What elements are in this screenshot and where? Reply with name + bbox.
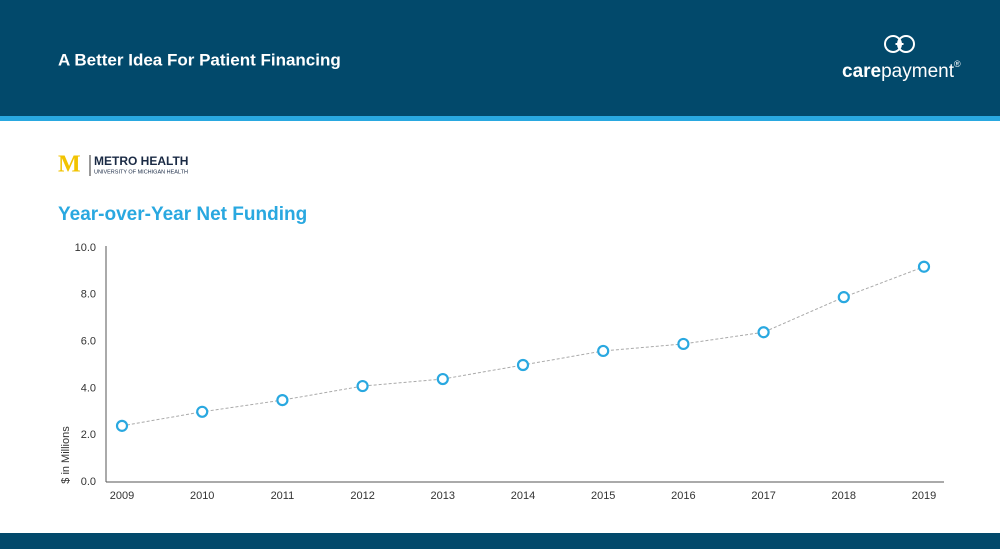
brand-icon: [884, 35, 915, 53]
footer-band: [0, 533, 1000, 549]
brand-mark: ®: [954, 59, 961, 69]
y-tick-label: 2.0: [81, 429, 96, 441]
x-tick-label: 2015: [591, 490, 615, 502]
data-point: [115, 419, 129, 432]
y-tick-label: 4.0: [81, 382, 96, 394]
partner-sub: UNIVERSITY OF MICHIGAN HEALTH: [94, 169, 188, 175]
x-tick-label: 2009: [110, 490, 134, 502]
data-point: [597, 344, 610, 358]
data-point: [837, 291, 850, 304]
x-tick-label: 2019: [912, 490, 936, 502]
x-tick-label: 2017: [751, 490, 775, 502]
brand-bold: care: [842, 61, 881, 82]
x-tick-label: 2018: [832, 490, 856, 502]
x-tick-label: 2012: [350, 490, 374, 502]
partner-initial: M: [58, 152, 81, 178]
header-band: [0, 0, 1000, 116]
chart-title: Year-over-Year Net Funding: [58, 204, 307, 225]
data-point: [436, 372, 449, 386]
brand-rest: payment: [881, 61, 955, 82]
partner-name: METRO HEALTH: [94, 154, 188, 168]
y-tick-label: 6.0: [81, 336, 96, 348]
data-point: [516, 358, 530, 372]
series-line: [121, 266, 925, 427]
x-tick-label: 2014: [511, 490, 535, 502]
x-tick-label: 2016: [671, 490, 695, 502]
x-tick-label: 2010: [190, 490, 214, 502]
y-tick-label: 0.0: [81, 476, 96, 488]
data-point: [356, 379, 369, 393]
header-title: A Better Idea For Patient Financing: [58, 50, 341, 69]
header-stripe: [0, 116, 1000, 121]
x-tick-label: 2013: [431, 490, 455, 502]
data-point: [757, 326, 770, 339]
y-tick-label: 8.0: [81, 289, 96, 301]
x-tick-label: 2011: [271, 490, 295, 502]
data-point: [677, 337, 690, 351]
y-tick-label: 10.0: [75, 242, 96, 254]
y-axis-label: $ in Millions: [60, 426, 72, 484]
data-point: [196, 405, 209, 418]
data-point: [276, 394, 289, 407]
data-point: [917, 260, 931, 273]
brand-logo: carepayment®: [842, 59, 961, 82]
